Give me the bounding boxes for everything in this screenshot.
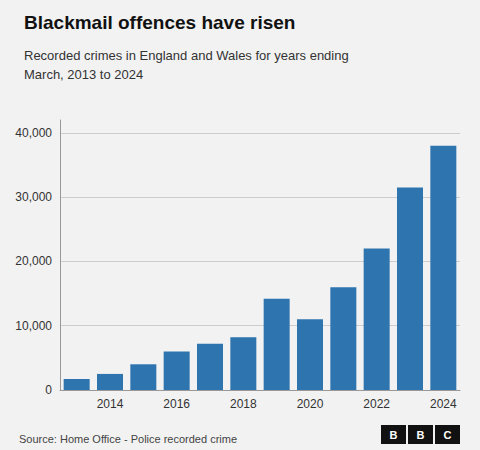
svg-text:2018: 2018: [230, 397, 257, 411]
svg-text:Blackmail offences have risen: Blackmail offences have risen: [24, 12, 295, 33]
svg-text:Recorded crimes in England and: Recorded crimes in England and Wales for…: [24, 48, 349, 63]
svg-text:2022: 2022: [363, 397, 390, 411]
svg-text:2020: 2020: [297, 397, 324, 411]
svg-text:2024: 2024: [430, 397, 457, 411]
svg-text:B: B: [390, 429, 398, 441]
svg-text:30,000: 30,000: [15, 190, 52, 204]
svg-text:0: 0: [45, 383, 52, 397]
svg-text:10,000: 10,000: [15, 319, 52, 333]
svg-text:B: B: [417, 429, 425, 441]
svg-text:Source: Home Office - Police r: Source: Home Office - Police recorded cr…: [19, 433, 237, 445]
svg-text:March, 2013 to 2024: March, 2013 to 2024: [24, 67, 143, 82]
svg-text:2016: 2016: [163, 397, 190, 411]
svg-text:40,000: 40,000: [15, 126, 52, 140]
svg-text:C: C: [444, 429, 452, 441]
svg-text:2014: 2014: [97, 397, 124, 411]
svg-text:20,000: 20,000: [15, 254, 52, 268]
